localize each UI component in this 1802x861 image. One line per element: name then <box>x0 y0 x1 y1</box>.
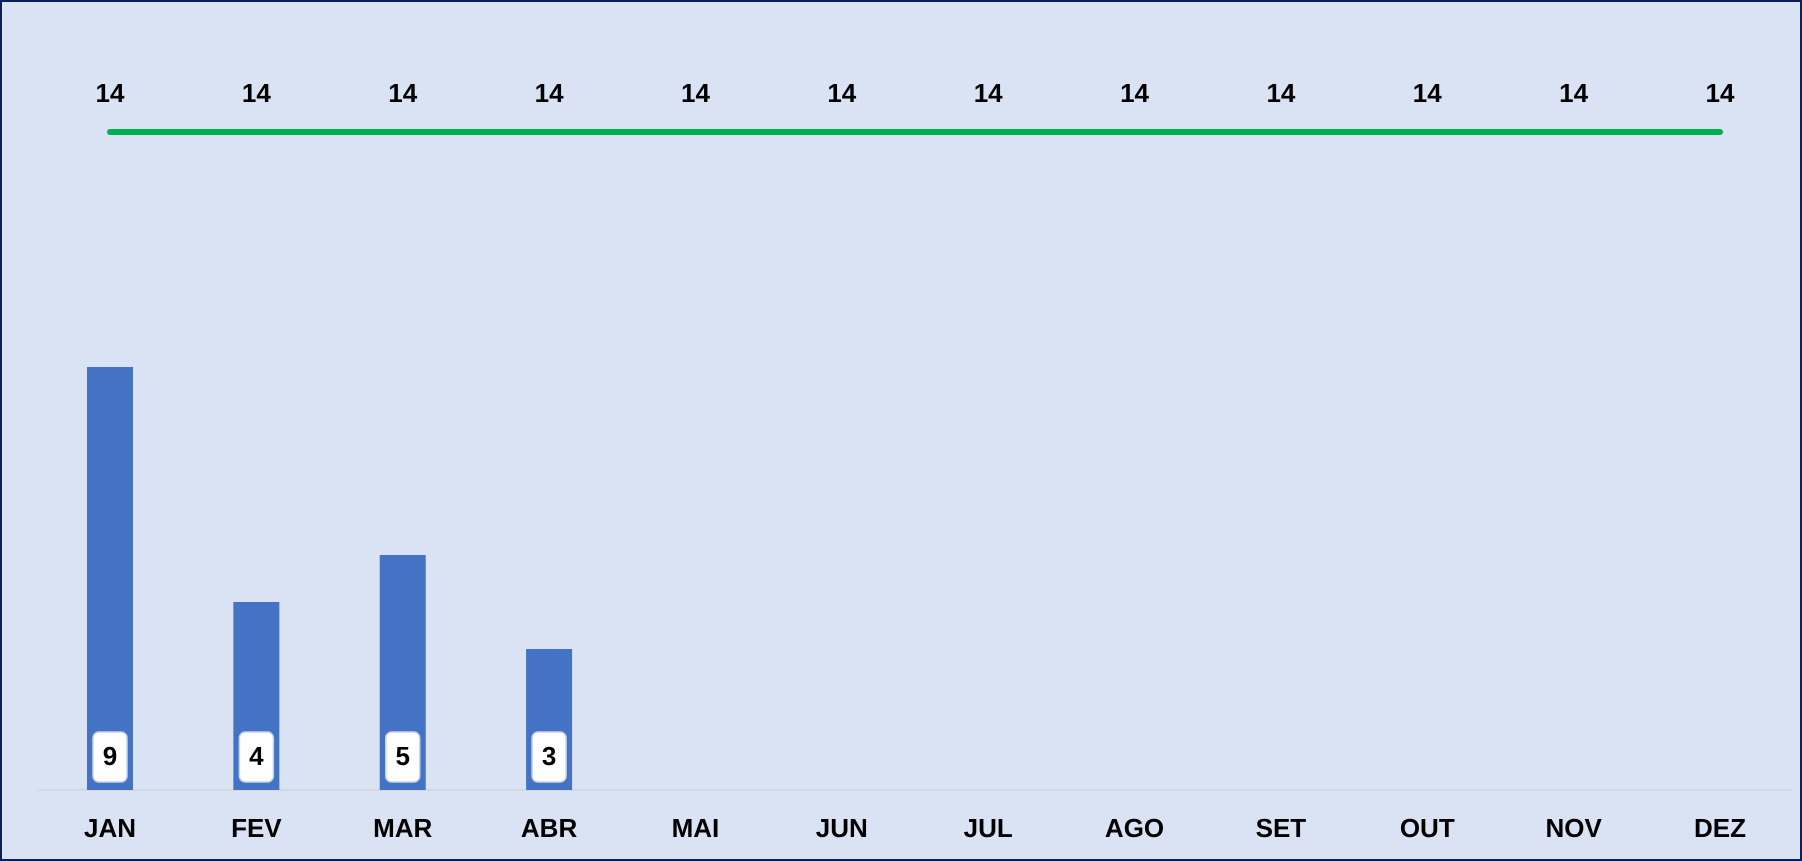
data-label-box <box>238 731 275 783</box>
data-label: 14 <box>1706 78 1735 108</box>
data-label-box <box>384 731 421 783</box>
data-label: 9 <box>103 741 117 771</box>
data-label: 14 <box>974 78 1003 108</box>
data-label: 14 <box>242 78 271 108</box>
data-label: 4 <box>249 741 264 771</box>
data-label: 5 <box>395 741 409 771</box>
data-label: 14 <box>96 78 125 108</box>
x-tick-label: FEV <box>231 813 282 843</box>
x-tick-label: AGO <box>1105 813 1164 843</box>
data-label: 14 <box>1266 78 1295 108</box>
x-tick-label: MAR <box>373 813 432 843</box>
x-tick-label: JAN <box>84 813 136 843</box>
x-tick-label: OUT <box>1400 813 1455 843</box>
x-tick-label: DEZ <box>1694 813 1746 843</box>
x-tick-label: JUN <box>816 813 868 843</box>
data-label: 14 <box>1413 78 1442 108</box>
x-tick-label: ABR <box>521 813 578 843</box>
data-label: 3 <box>542 741 556 771</box>
data-label: 14 <box>535 78 564 108</box>
data-label-box <box>531 731 567 783</box>
x-tick-label: SET <box>1256 813 1307 843</box>
data-label: 14 <box>1120 78 1149 108</box>
data-label: 14 <box>827 78 856 108</box>
x-tick-label: MAI <box>672 813 720 843</box>
x-tick-label: NOV <box>1545 813 1602 843</box>
data-label: 14 <box>1559 78 1588 108</box>
data-label-box <box>92 731 128 783</box>
data-label: 14 <box>681 78 710 108</box>
x-tick-label: JUL <box>964 813 1013 843</box>
data-label: 14 <box>388 78 417 108</box>
bar <box>87 367 133 790</box>
